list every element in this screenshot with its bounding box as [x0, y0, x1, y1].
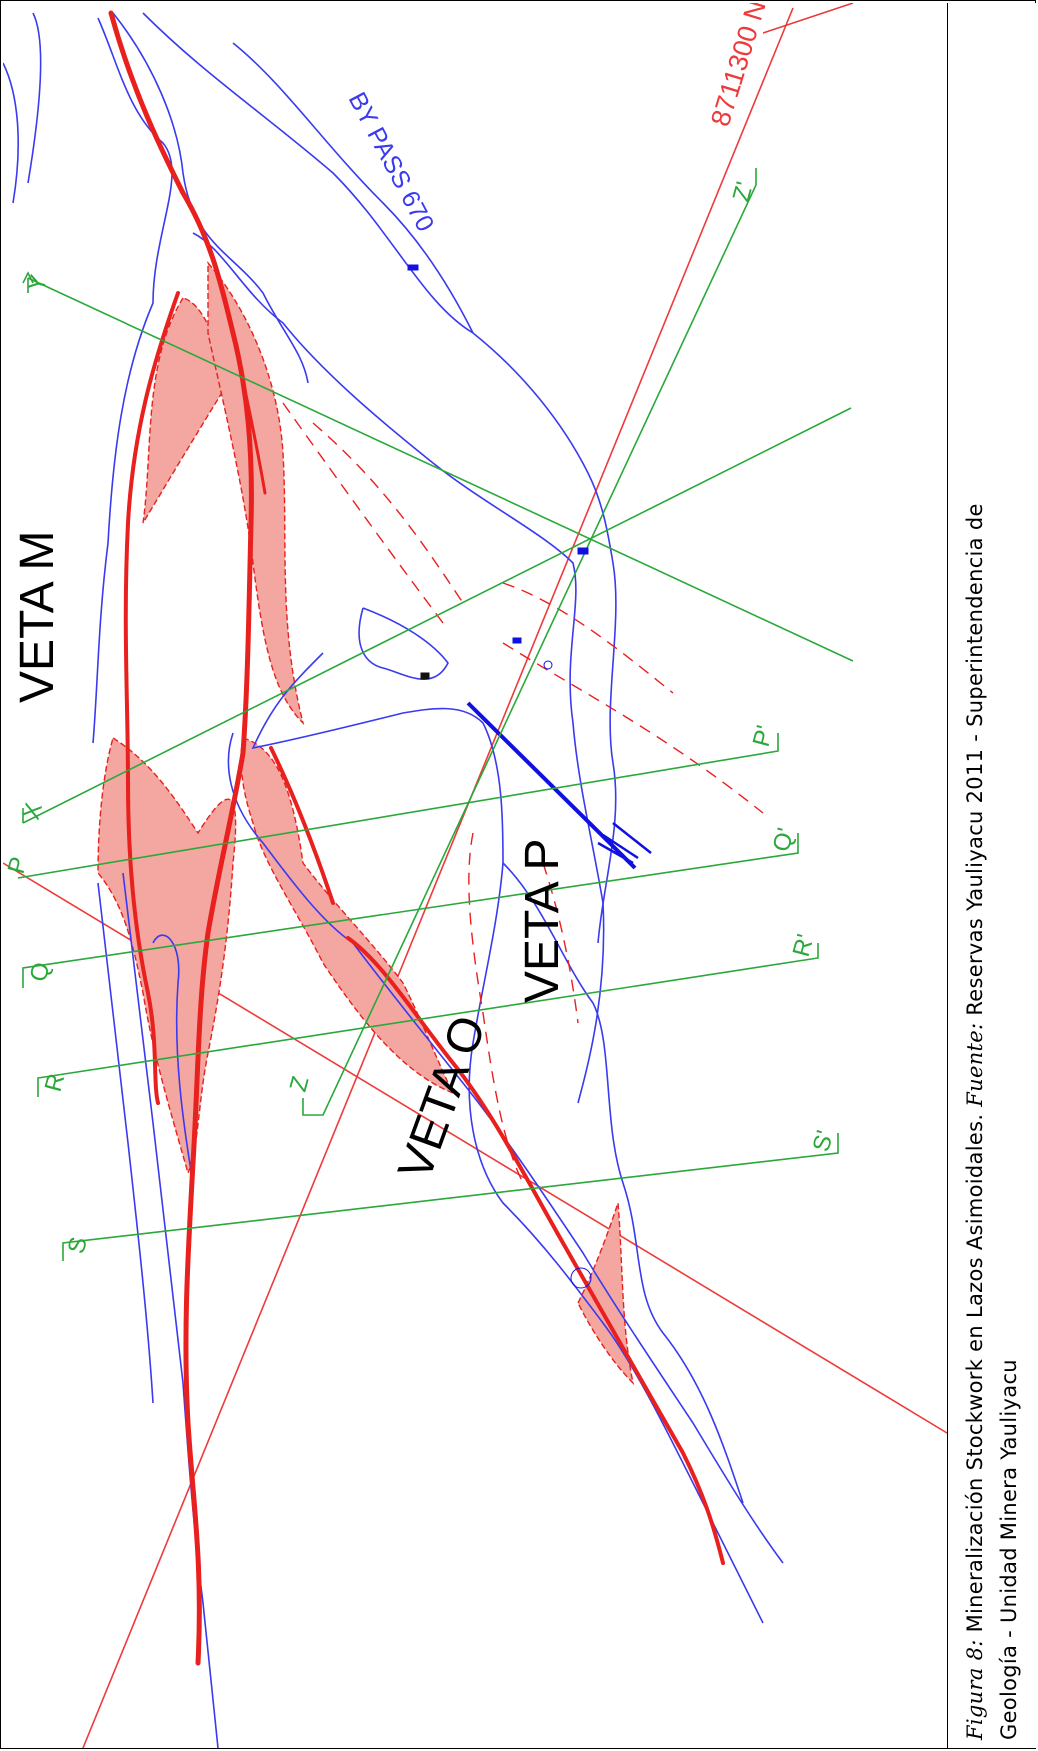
- stockwork-zone-upper-right: [207, 261, 305, 726]
- source-text: Reservas Yauliyacu 2011 - Superintendenc…: [963, 503, 987, 1016]
- outline-veta-o-west: [227, 732, 784, 1564]
- dashed-east-2: [502, 642, 764, 814]
- dashed-gallery: [312, 422, 464, 604]
- section-label-p-prime: P': [748, 723, 779, 750]
- section-label-x: X: [18, 800, 48, 822]
- figure-title: Mineralización Stockwork en Lazos Asimoi…: [963, 1113, 987, 1633]
- outline-bypass-upper: [142, 12, 617, 944]
- caption-line-2: Geología - Unidad Minera Yauliyacu: [997, 1359, 1021, 1740]
- grid-coordinate-label: 8711300 N: [705, 3, 772, 130]
- fault-arrow-1: [597, 833, 639, 865]
- stockwork-zone-central: [97, 736, 237, 1175]
- symbol-junction: [577, 547, 589, 555]
- outline-bypass-lower: [232, 42, 474, 334]
- outline-bypass-inner: [192, 232, 605, 1104]
- section-lines: [17, 168, 854, 1261]
- veta-m-label: VETA M: [11, 531, 64, 703]
- grid-line-upper: [762, 3, 854, 34]
- geologic-plan-map: VETA M VETA P VETA O BY PASS 670 8711300…: [3, 3, 947, 1748]
- section-label-s: S: [63, 1234, 93, 1256]
- section-tick-y: [22, 271, 34, 293]
- stockwork-zones: [97, 261, 635, 1386]
- caption-line-1: Figura 8: Mineralización Stockwork en La…: [958, 10, 992, 1740]
- workings-outlines: [3, 12, 784, 1748]
- symbol-gallery: [512, 637, 522, 644]
- section-line-y: [27, 277, 854, 662]
- symbol-gallery-2: [543, 660, 553, 670]
- section-line-x: [22, 407, 852, 824]
- symbol-loop: [570, 1267, 592, 1289]
- outline-left-outer: [3, 12, 173, 744]
- symbol-crosscut: [420, 672, 430, 680]
- figure-label: Figura 8:: [963, 1639, 987, 1740]
- section-label-p: P: [3, 854, 33, 876]
- symbol-bypass: [407, 264, 419, 271]
- vein-m-main: [108, 10, 254, 1666]
- main-veins: [108, 10, 725, 1666]
- fault-trace: [466, 701, 637, 870]
- section-line-p: [17, 733, 779, 879]
- section-line-z: [302, 168, 757, 1116]
- vein-m-west: [123, 291, 180, 1105]
- fault-arrow-2: [612, 822, 652, 854]
- section-label-z-prime: Z': [728, 179, 759, 205]
- caption-panel: Figura 8: Mineralización Stockwork en La…: [947, 3, 1036, 1748]
- bypass-label: BY PASS 670: [343, 88, 440, 237]
- outline-central-loop: [251, 652, 764, 1624]
- outline-gallery-spur: [358, 607, 449, 680]
- dashed-east-1: [502, 582, 674, 694]
- section-label-y: Y: [23, 272, 53, 294]
- outline-south-west-2: [97, 882, 194, 1404]
- section-label-q-prime: Q': [768, 825, 800, 854]
- fault: [466, 701, 652, 870]
- section-label-z: Z: [285, 1073, 315, 1094]
- grid-line-north: [82, 7, 794, 1748]
- survey-symbols: [407, 264, 592, 1289]
- section-label-r: R: [40, 1071, 71, 1095]
- section-line-s: [62, 1133, 839, 1261]
- section-line-r: [37, 943, 819, 1097]
- section-label-r-prime: R': [788, 931, 820, 959]
- veta-p-label: VETA P: [516, 838, 569, 1003]
- source-label: Fuente:: [963, 1022, 987, 1107]
- dashed-upper: [282, 402, 444, 624]
- figure-caption: Figura 8: Mineralización Stockwork en La…: [958, 10, 1026, 1740]
- outline-veta-p-east: [502, 862, 744, 1504]
- section-line-q: [22, 833, 799, 988]
- vein-m-splay: [231, 331, 267, 495]
- outline-main-west: [112, 12, 309, 384]
- section-label-s-prime: S': [808, 1128, 839, 1155]
- vein-o: [269, 746, 725, 1565]
- outline-south-west: [122, 872, 219, 1748]
- dashed-veta-p-2: [542, 862, 579, 1024]
- stockwork-zone-veta-o: [240, 737, 455, 1095]
